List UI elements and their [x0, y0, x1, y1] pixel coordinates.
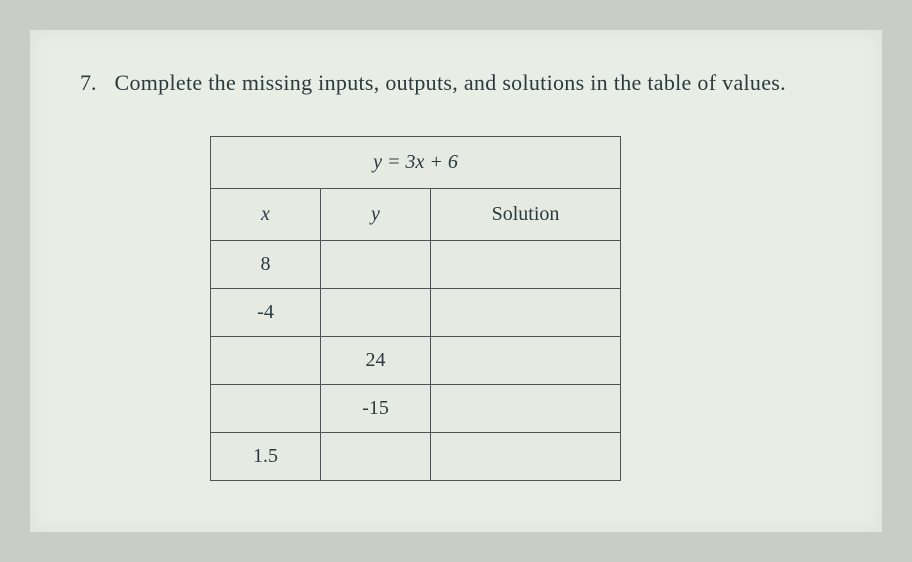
- worksheet-page: 7. Complete the missing inputs, outputs,…: [30, 30, 882, 532]
- question-text: Complete the missing inputs, outputs, an…: [115, 70, 786, 96]
- cell-y: [321, 241, 431, 289]
- table-wrapper: y = 3x + 6 x y Solution 8 -4 24: [210, 136, 832, 481]
- header-x: x: [211, 189, 321, 241]
- cell-y: 24: [321, 337, 431, 385]
- table-row: 24: [211, 337, 621, 385]
- table-row: -15: [211, 385, 621, 433]
- cell-solution: [431, 385, 621, 433]
- header-row: x y Solution: [211, 189, 621, 241]
- cell-y: -15: [321, 385, 431, 433]
- cell-x: 1.5: [211, 433, 321, 481]
- equation-cell: y = 3x + 6: [211, 137, 621, 189]
- table-row: 8: [211, 241, 621, 289]
- cell-solution: [431, 289, 621, 337]
- question-number: 7.: [80, 70, 97, 96]
- cell-y: [321, 433, 431, 481]
- cell-x: [211, 385, 321, 433]
- cell-x: -4: [211, 289, 321, 337]
- equation-row: y = 3x + 6: [211, 137, 621, 189]
- cell-y: [321, 289, 431, 337]
- cell-solution: [431, 433, 621, 481]
- header-y: y: [321, 189, 431, 241]
- cell-solution: [431, 337, 621, 385]
- cell-x: [211, 337, 321, 385]
- cell-solution: [431, 241, 621, 289]
- cell-x: 8: [211, 241, 321, 289]
- question-line: 7. Complete the missing inputs, outputs,…: [80, 70, 832, 96]
- table-row: -4: [211, 289, 621, 337]
- values-table: y = 3x + 6 x y Solution 8 -4 24: [210, 136, 621, 481]
- table-row: 1.5: [211, 433, 621, 481]
- header-solution: Solution: [431, 189, 621, 241]
